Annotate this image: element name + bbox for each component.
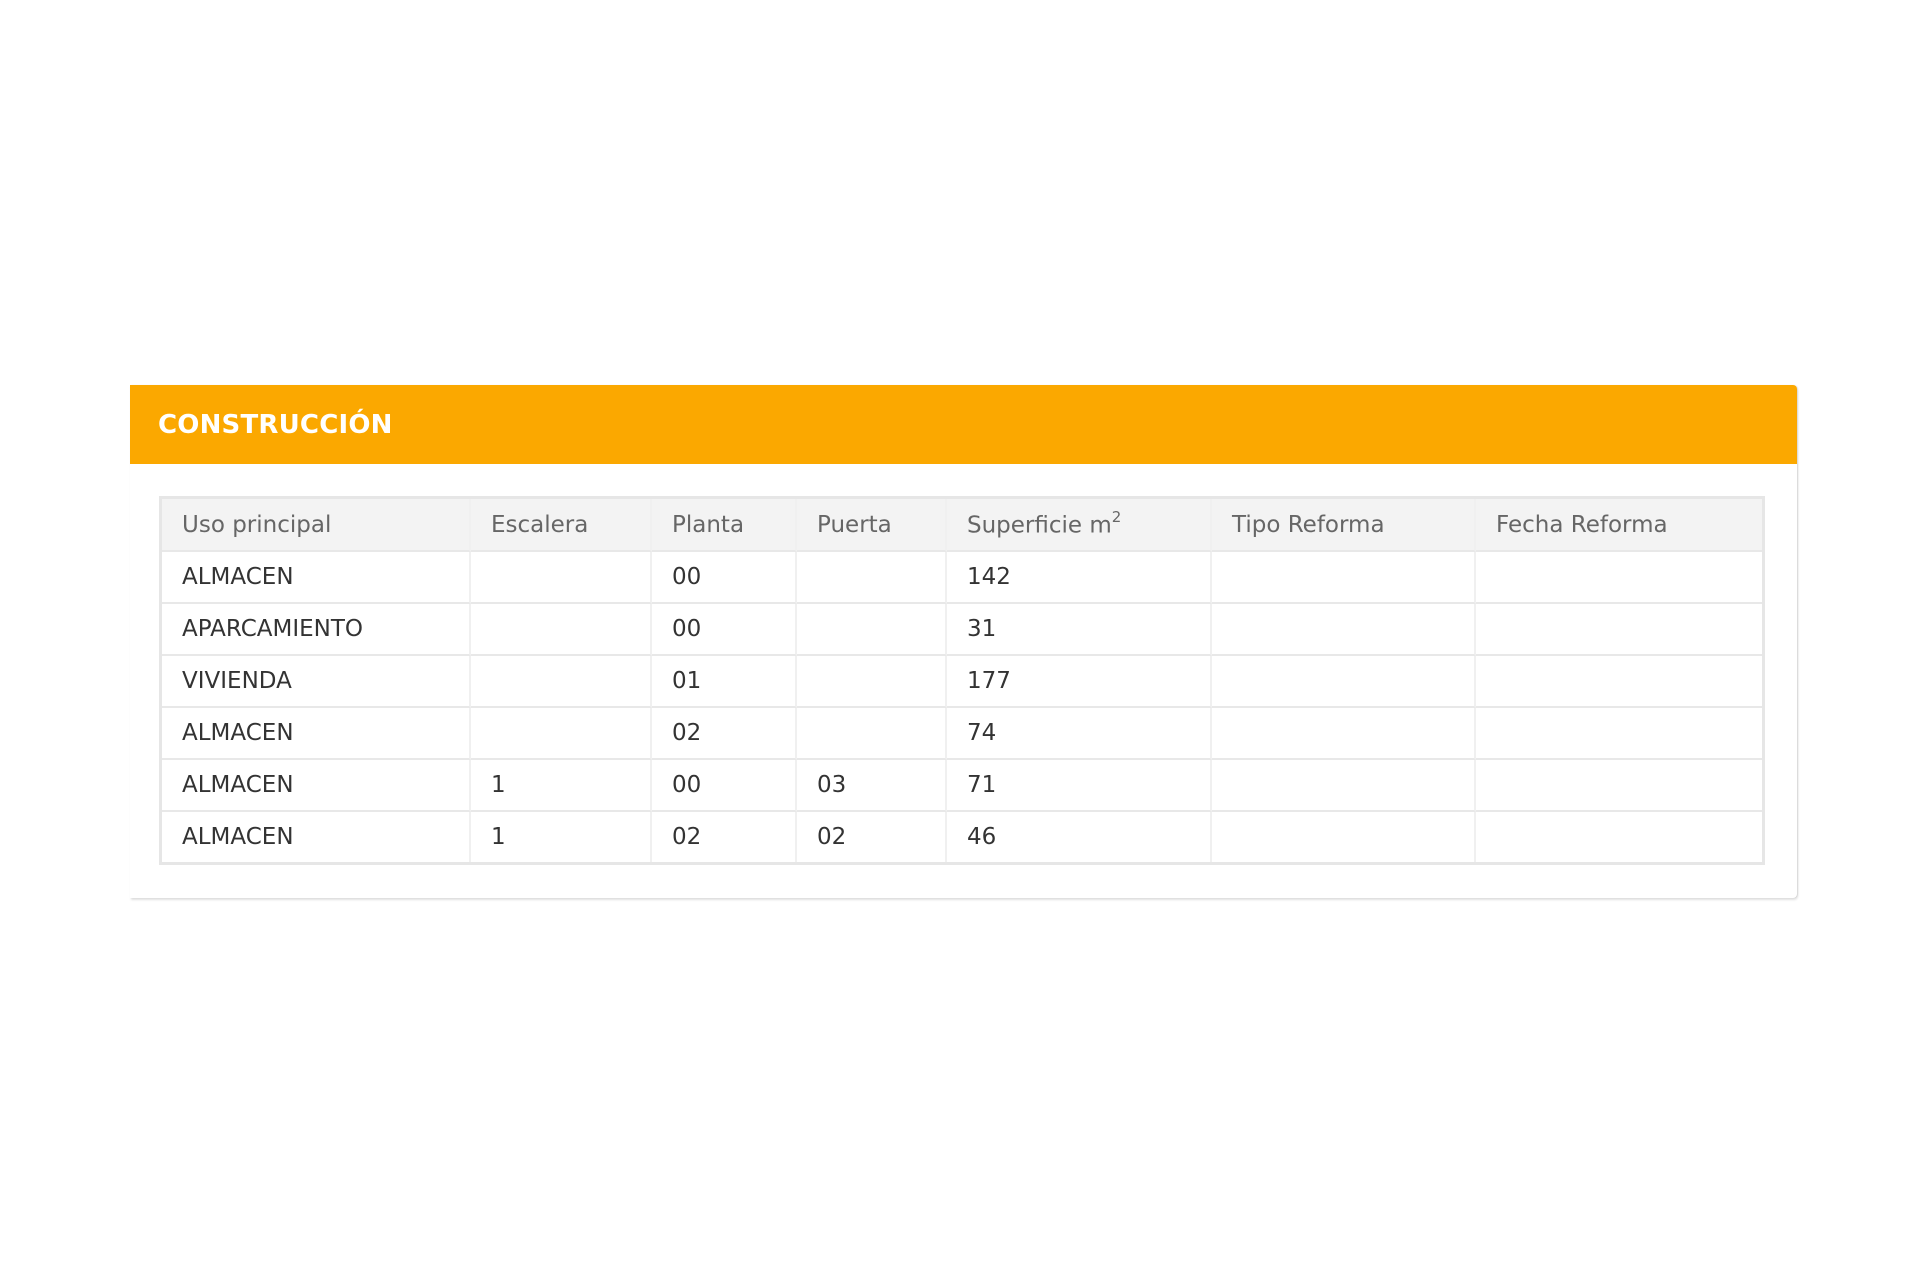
cell-puerta: 02: [797, 812, 947, 862]
cell-fecha-reforma: [1476, 760, 1762, 812]
cell-fecha-reforma: [1476, 812, 1762, 862]
cell-uso-principal: ALMACEN: [162, 760, 471, 812]
header-puerta: Puerta: [797, 499, 947, 552]
cell-escalera: [471, 552, 652, 604]
cell-uso-principal: ALMACEN: [162, 708, 471, 760]
header-superficie: Superficie m2: [947, 499, 1212, 552]
table-row: VIVIENDA 01 177: [162, 656, 1762, 708]
cell-planta: 00: [652, 552, 797, 604]
header-tipo-reforma: Tipo Reforma: [1212, 499, 1476, 552]
table-row: ALMACEN 00 142: [162, 552, 1762, 604]
cell-uso-principal: ALMACEN: [162, 552, 471, 604]
cell-tipo-reforma: [1212, 708, 1476, 760]
cell-planta: 02: [652, 812, 797, 862]
cell-puerta: [797, 708, 947, 760]
cell-puerta: [797, 656, 947, 708]
table-row: ALMACEN 02 74: [162, 708, 1762, 760]
cell-uso-principal: ALMACEN: [162, 812, 471, 862]
cell-escalera: 1: [471, 760, 652, 812]
header-planta: Planta: [652, 499, 797, 552]
cell-uso-principal: APARCAMIENTO: [162, 604, 471, 656]
cell-puerta: [797, 604, 947, 656]
construccion-table: Uso principal Escalera Planta Puerta Sup…: [159, 496, 1765, 865]
cell-puerta: 03: [797, 760, 947, 812]
cell-fecha-reforma: [1476, 604, 1762, 656]
cell-planta: 02: [652, 708, 797, 760]
cell-escalera: [471, 656, 652, 708]
cell-escalera: 1: [471, 812, 652, 862]
header-uso-principal: Uso principal: [162, 499, 471, 552]
construccion-panel: CONSTRUCCIÓN Uso principal Escalera Plan…: [130, 385, 1797, 898]
cell-fecha-reforma: [1476, 552, 1762, 604]
cell-superficie: 142: [947, 552, 1212, 604]
table-row: ALMACEN 1 00 03 71: [162, 760, 1762, 812]
cell-superficie: 177: [947, 656, 1212, 708]
cell-fecha-reforma: [1476, 656, 1762, 708]
panel-title: CONSTRUCCIÓN: [158, 409, 393, 440]
cell-tipo-reforma: [1212, 812, 1476, 862]
table-row: ALMACEN 1 02 02 46: [162, 812, 1762, 862]
cell-tipo-reforma: [1212, 552, 1476, 604]
panel-header: CONSTRUCCIÓN: [130, 385, 1797, 464]
cell-superficie: 74: [947, 708, 1212, 760]
cell-superficie: 46: [947, 812, 1212, 862]
cell-puerta: [797, 552, 947, 604]
table-row: APARCAMIENTO 00 31: [162, 604, 1762, 656]
cell-escalera: [471, 604, 652, 656]
header-fecha-reforma: Fecha Reforma: [1476, 499, 1762, 552]
cell-planta: 00: [652, 604, 797, 656]
cell-superficie: 71: [947, 760, 1212, 812]
cell-planta: 01: [652, 656, 797, 708]
cell-planta: 00: [652, 760, 797, 812]
cell-fecha-reforma: [1476, 708, 1762, 760]
cell-tipo-reforma: [1212, 760, 1476, 812]
cell-tipo-reforma: [1212, 656, 1476, 708]
header-escalera: Escalera: [471, 499, 652, 552]
cell-superficie: 31: [947, 604, 1212, 656]
cell-tipo-reforma: [1212, 604, 1476, 656]
cell-escalera: [471, 708, 652, 760]
header-superficie-label: Superficie m: [967, 512, 1112, 539]
table-header-row: Uso principal Escalera Planta Puerta Sup…: [162, 499, 1762, 552]
header-superficie-exponent: 2: [1111, 508, 1122, 527]
cell-uso-principal: VIVIENDA: [162, 656, 471, 708]
